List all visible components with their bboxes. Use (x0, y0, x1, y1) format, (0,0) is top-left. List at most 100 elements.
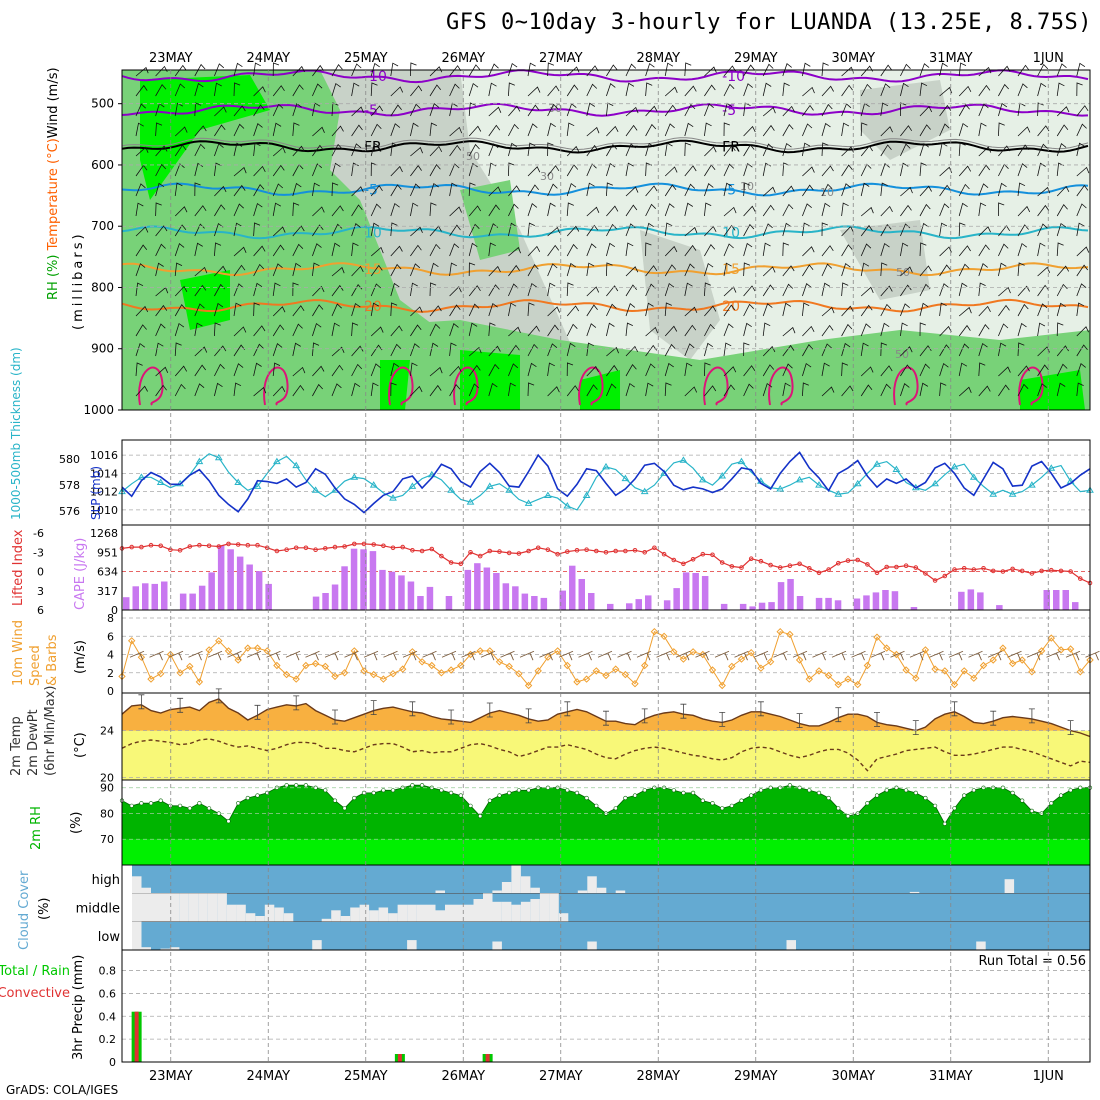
wind-barb-13-16 (390, 382, 397, 397)
cape-bar-60 (692, 573, 699, 610)
thickness-point-24 (350, 473, 359, 480)
rh-region-2 (460, 180, 520, 260)
wind-speed-point-19 (302, 661, 310, 670)
wind-speed-point-90 (989, 656, 997, 664)
wind-barb-3-6 (194, 182, 201, 197)
wind-barb-18-16 (488, 382, 498, 397)
wind-barb-34-6 (802, 184, 814, 197)
wind-barb-35-14 (821, 343, 832, 357)
wind-barb-22-8 (566, 225, 580, 237)
li-point-6 (177, 548, 183, 553)
wind-barb-39-0 (900, 63, 911, 77)
wind-speed-point-91 (999, 644, 1007, 652)
wind-speed-point-53 (631, 679, 639, 688)
wind-barb-48-10 (1076, 264, 1089, 277)
wind10-ylabel-1: Speed (28, 645, 43, 686)
wind-barb-5-8 (233, 222, 242, 237)
wind-barb-14-2 (410, 103, 421, 117)
wind-barb-27-4 (664, 142, 673, 157)
temp-ylabel-unit: (°C) (73, 732, 88, 758)
wind-barb-18-7 (488, 204, 500, 217)
wind-barb-2-9 (174, 243, 185, 257)
wind-barb-13-3 (390, 123, 401, 137)
wind-barb-10-12 (331, 303, 342, 317)
wind-barb-21-8 (547, 226, 561, 237)
wind-barb-10-2 (331, 102, 339, 117)
wind-barb-34-14 (802, 344, 814, 357)
rh2m-point-52 (623, 795, 628, 801)
li-tick-label-3: 3 (37, 585, 44, 598)
wind-speed-point-39 (495, 658, 504, 666)
wind-barb-22-3 (566, 122, 575, 137)
wind-barb-30-8 (723, 224, 736, 237)
wind-barb-18-4 (488, 143, 499, 157)
wind-speed-point-6 (176, 669, 184, 677)
wind-speed-point-65 (747, 648, 755, 657)
wind-barb-25-10 (625, 266, 639, 277)
wind-barb-29-11 (704, 282, 711, 297)
wind-barb-25-11 (625, 284, 638, 297)
wind-barb-27-10 (664, 264, 677, 277)
li-point-33 (439, 553, 444, 559)
wind-barb-10-10 (331, 266, 345, 277)
wind-speed-point-50 (602, 671, 610, 680)
li-point-41 (516, 551, 522, 556)
wind-barb-37-6 (860, 182, 870, 197)
li-point-22 (332, 544, 338, 550)
wind-barb-40-8 (919, 222, 929, 237)
wind-tick-label-4: 8 (107, 612, 114, 625)
wind-barb-15-10 (429, 262, 439, 277)
isotherm-label-2-1: FR (722, 140, 740, 156)
wind-barb-12-14 (370, 344, 383, 357)
wind-barb-41-6 (939, 184, 951, 197)
wind-barb-46-4 (1037, 143, 1048, 157)
wind-barb-22-15 (566, 362, 574, 377)
wind-barb-42-12 (958, 306, 972, 317)
wind-barb-25-12 (625, 303, 636, 317)
wind-barb-10-6 (331, 182, 339, 197)
wind-barb-5-13 (233, 326, 247, 337)
rh-region-6 (122, 320, 1090, 410)
wind-speed-point-37 (476, 647, 484, 655)
wind-barb-19-6 (508, 185, 521, 197)
thickness-point-16 (273, 457, 281, 465)
wind-barb-13-2 (390, 104, 402, 117)
cloud-clear-middle-16 (283, 913, 294, 922)
wind-barb-28-14 (684, 343, 695, 357)
wind-barb-28-6 (684, 183, 696, 197)
wind-barb-35-1 (821, 85, 834, 97)
wind-barb-8-14 (292, 342, 301, 357)
wind-barb-48-15 (1076, 363, 1086, 377)
wind-barb-23-7 (586, 206, 600, 217)
li-point-62 (719, 560, 725, 565)
wind-barb-36-6 (841, 183, 851, 197)
wind-barb-38-8 (880, 224, 892, 237)
wind-barb-35-3 (821, 122, 831, 137)
wind-barb-22-0 (566, 66, 580, 77)
wind-barb-4-5 (214, 162, 222, 177)
wind-barb-16-15 (449, 365, 462, 377)
wind-barb-18-15 (488, 363, 500, 377)
wind-barb-45-12 (1017, 303, 1029, 317)
wind-barb-14-10 (410, 263, 421, 277)
cape-tick-label-1: 317 (97, 585, 118, 598)
li-point-20 (313, 547, 318, 553)
wind-barb-41-0 (939, 62, 948, 77)
wind-barb-23-1 (586, 83, 598, 97)
thickness-point-40 (505, 486, 514, 493)
wind-barb-28-3 (684, 122, 694, 137)
moist-contour-1 (263, 366, 289, 406)
wind-barb-43-9 (978, 244, 990, 257)
thickness-point-18 (292, 461, 301, 469)
cape-bar-100 (1072, 602, 1079, 610)
wind-barb-48-14 (1076, 344, 1088, 357)
wind-barb-15-4 (429, 145, 443, 157)
cape-bar-27 (379, 569, 386, 610)
wind-barb-6-8 (253, 222, 261, 237)
wind-barb-30-15 (723, 366, 737, 377)
cloud-clear-middle-26 (378, 907, 389, 922)
wind-barb-14-4 (410, 146, 423, 157)
slp-tick-label-3: 1016 (90, 449, 118, 462)
wind-barb-44-10 (998, 262, 1007, 277)
li-point-11 (226, 541, 231, 547)
